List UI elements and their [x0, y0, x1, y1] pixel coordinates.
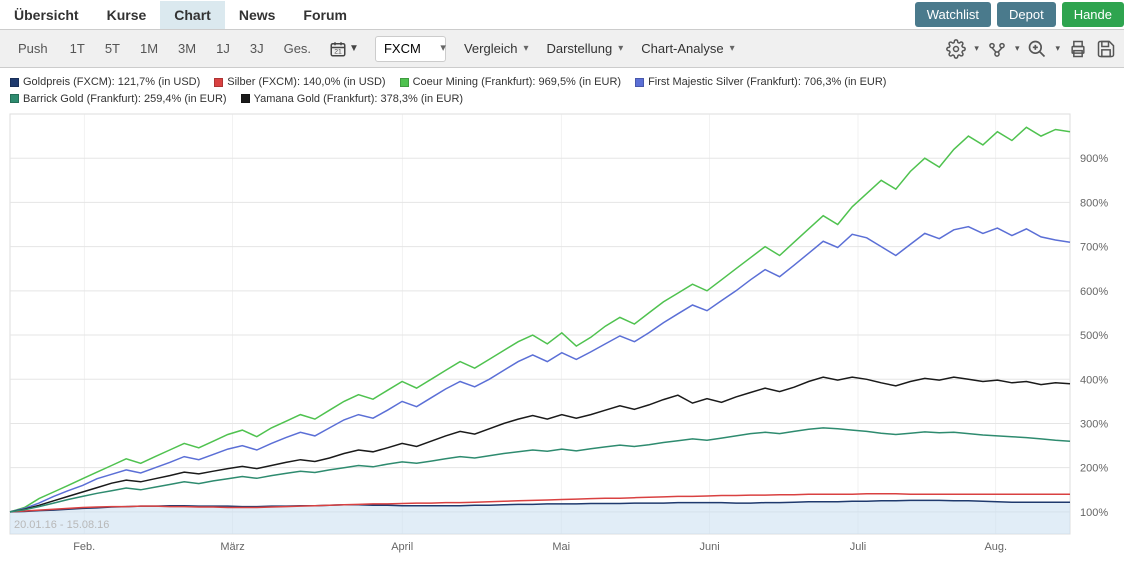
watchlist-button[interactable]: Watchlist: [915, 2, 991, 27]
legend-item[interactable]: Goldpreis (FXCM): 121,7% (in USD): [10, 74, 200, 91]
trade-button[interactable]: Hande: [1062, 2, 1124, 27]
depot-button[interactable]: Depot: [997, 2, 1056, 27]
chart-area[interactable]: 100% 200% 300% 400% 500% 600% 700% 800% 900% Feb.…: [0, 109, 1124, 569]
svg-text:500%: 500%: [1080, 330, 1108, 342]
display-dropdown[interactable]: Darstellung: [538, 36, 631, 61]
svg-text:600%: 600%: [1080, 286, 1108, 298]
range-3j[interactable]: 3J: [240, 36, 274, 61]
svg-text:100%: 100%: [1080, 507, 1108, 519]
svg-text:Juli: Juli: [850, 541, 867, 553]
calendar-icon: 21: [329, 40, 347, 58]
svg-text:800%: 800%: [1080, 197, 1108, 209]
data-source-select[interactable]: FXCM: [375, 36, 446, 62]
legend-label: First Majestic Silver (Frankfurt): 706,3…: [648, 74, 886, 91]
tab-news[interactable]: News: [225, 1, 290, 29]
tab-kurse[interactable]: Kurse: [93, 1, 161, 29]
analysis-dropdown[interactable]: Chart-Analyse: [633, 36, 742, 61]
tab-forum[interactable]: Forum: [289, 1, 361, 29]
svg-text:Mai: Mai: [552, 541, 570, 553]
print-icon[interactable]: [1068, 39, 1088, 59]
chart-legend: Goldpreis (FXCM): 121,7% (in USD) Silber …: [0, 68, 1124, 109]
indicators-icon[interactable]: [987, 39, 1007, 59]
svg-text:April: April: [391, 541, 413, 553]
legend-item[interactable]: First Majestic Silver (Frankfurt): 706,3…: [635, 74, 886, 91]
zoom-icon[interactable]: [1027, 39, 1047, 59]
legend-item[interactable]: Silber (FXCM): 140,0% (in USD): [214, 74, 385, 91]
range-1j[interactable]: 1J: [206, 36, 240, 61]
range-3m[interactable]: 3M: [168, 36, 206, 61]
range-1t[interactable]: 1T: [60, 36, 95, 61]
date-picker-button[interactable]: 21 ▼: [329, 40, 359, 58]
legend-item[interactable]: Barrick Gold (Frankfurt): 259,4% (in EUR…: [10, 91, 227, 108]
legend-label: Goldpreis (FXCM): 121,7% (in USD): [23, 74, 200, 91]
svg-text:Feb.: Feb.: [73, 541, 95, 553]
legend-item[interactable]: Coeur Mining (Frankfurt): 969,5% (in EUR…: [400, 74, 621, 91]
legend-label: Yamana Gold (Frankfurt): 378,3% (in EUR): [254, 91, 463, 108]
svg-text:900%: 900%: [1080, 153, 1108, 165]
tab-chart[interactable]: Chart: [160, 1, 225, 29]
nav-tabs: ÜbersichtKurseChartNewsForum Watchlist D…: [0, 0, 1124, 30]
svg-text:700%: 700%: [1080, 242, 1108, 254]
legend-label: Coeur Mining (Frankfurt): 969,5% (in EUR…: [413, 74, 621, 91]
legend-label: Silber (FXCM): 140,0% (in USD): [227, 74, 385, 91]
svg-text:400%: 400%: [1080, 374, 1108, 386]
tab-übersicht[interactable]: Übersicht: [0, 1, 93, 29]
date-range-label: 20.01.16 - 15.08.16: [14, 519, 109, 531]
chart-toolbar: Push 1T5T1M3M1J3JGes. 21 ▼ FXCM Vergleic…: [0, 30, 1124, 68]
range-ges[interactable]: Ges.: [274, 36, 321, 61]
legend-item[interactable]: Yamana Gold (Frankfurt): 378,3% (in EUR): [241, 91, 463, 108]
svg-text:300%: 300%: [1080, 418, 1108, 430]
range-5t[interactable]: 5T: [95, 36, 130, 61]
svg-text:21: 21: [334, 48, 342, 55]
range-1m[interactable]: 1M: [130, 36, 168, 61]
compare-dropdown[interactable]: Vergleich: [456, 36, 537, 61]
svg-text:200%: 200%: [1080, 463, 1108, 475]
save-icon[interactable]: [1096, 39, 1116, 59]
legend-label: Barrick Gold (Frankfurt): 259,4% (in EUR…: [23, 91, 227, 108]
settings-icon[interactable]: [946, 39, 966, 59]
svg-text:März: März: [220, 541, 244, 553]
push-button[interactable]: Push: [8, 36, 58, 61]
svg-text:Juni: Juni: [700, 541, 720, 553]
svg-text:Aug.: Aug.: [984, 541, 1007, 553]
